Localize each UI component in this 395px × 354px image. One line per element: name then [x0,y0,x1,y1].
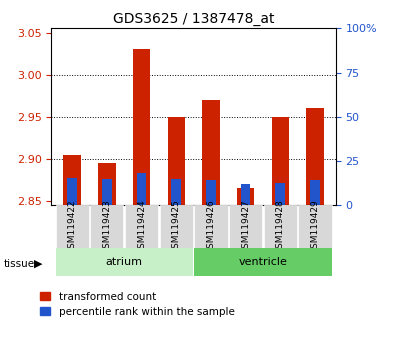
Bar [202,100,220,205]
FancyBboxPatch shape [194,248,331,276]
Bar [310,180,320,205]
Bar [206,180,216,205]
Text: ventricle: ventricle [239,257,287,267]
FancyBboxPatch shape [56,248,193,276]
FancyBboxPatch shape [229,205,262,248]
FancyBboxPatch shape [194,205,228,248]
Text: ▶: ▶ [34,259,42,269]
Bar [133,50,150,205]
Text: GSM119428: GSM119428 [276,199,285,254]
Text: GSM119425: GSM119425 [172,199,181,254]
Title: GDS3625 / 1387478_at: GDS3625 / 1387478_at [113,12,274,26]
Bar [275,183,285,205]
Bar [272,117,289,205]
Bar [171,179,181,205]
Bar [68,178,77,205]
Bar [237,188,254,205]
Bar [64,155,81,205]
FancyBboxPatch shape [298,205,331,248]
Text: GSM119427: GSM119427 [241,199,250,254]
Text: GSM119423: GSM119423 [102,199,111,254]
Bar [137,173,146,205]
Bar [167,117,185,205]
Text: GSM119429: GSM119429 [310,199,320,254]
Bar [306,108,324,205]
Bar [102,179,112,205]
Text: GSM119422: GSM119422 [68,199,77,254]
Text: tissue: tissue [4,259,35,269]
Text: atrium: atrium [106,257,143,267]
FancyBboxPatch shape [90,205,124,248]
Text: GSM119424: GSM119424 [137,199,146,254]
Bar [241,184,250,205]
FancyBboxPatch shape [125,205,158,248]
Legend: transformed count, percentile rank within the sample: transformed count, percentile rank withi… [37,289,238,320]
FancyBboxPatch shape [56,205,89,248]
Text: GSM119426: GSM119426 [207,199,215,254]
FancyBboxPatch shape [160,205,193,248]
Bar [98,163,115,205]
FancyBboxPatch shape [263,205,297,248]
